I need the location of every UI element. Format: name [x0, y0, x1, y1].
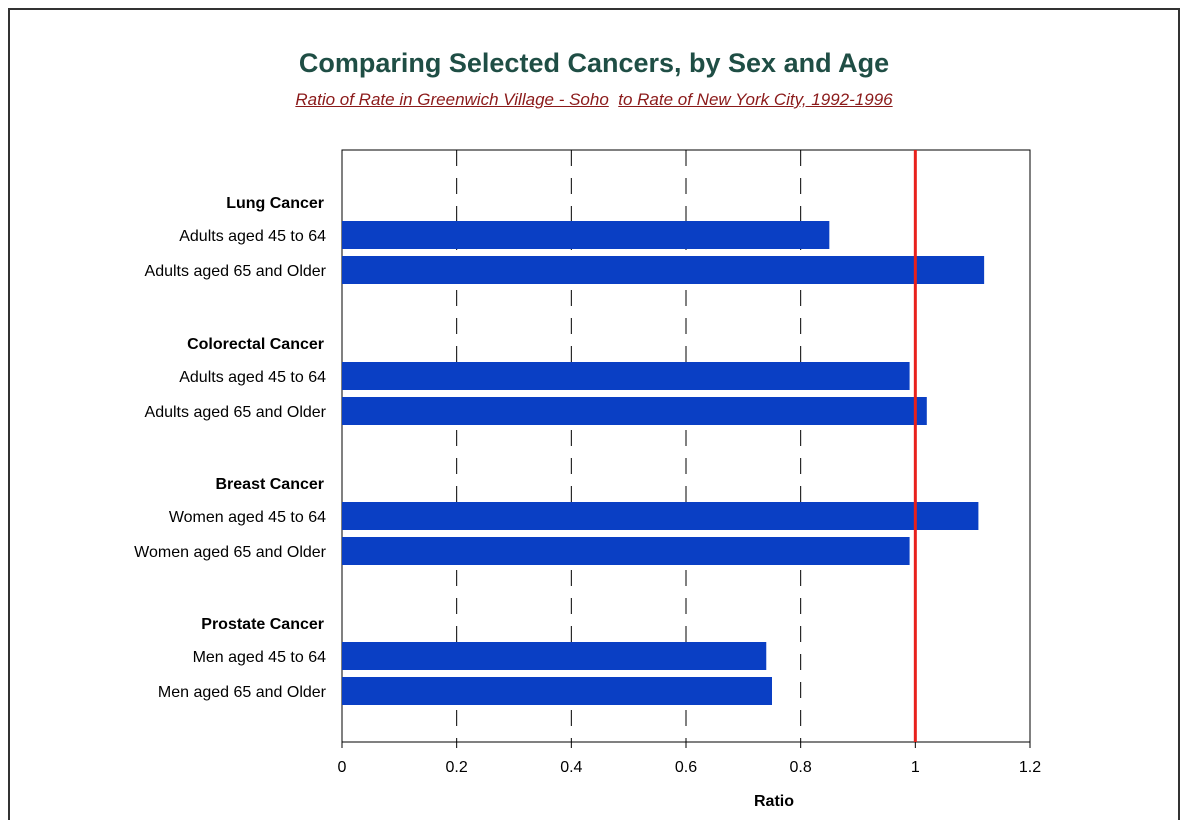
bar [342, 537, 910, 565]
bar [342, 677, 772, 705]
subtitle-part-2: to Rate of New York City, 1992-1996 [618, 90, 893, 109]
x-tick-label: 0.6 [675, 759, 697, 776]
group-label: Breast Cancer [216, 476, 325, 493]
category-label: Adults aged 65 and Older [145, 263, 327, 280]
group-label: Lung Cancer [226, 195, 324, 212]
group-label: Prostate Cancer [201, 616, 324, 633]
bar [342, 221, 830, 249]
x-tick-label: 1 [911, 759, 920, 776]
x-tick-label: 0.8 [790, 759, 812, 776]
bar [342, 642, 767, 670]
bar [342, 502, 979, 530]
x-tick-label: 0.4 [560, 759, 582, 776]
bars [342, 221, 985, 705]
chart-title: Comparing Selected Cancers, by Sex and A… [298, 48, 890, 78]
bar [342, 256, 985, 284]
category-label: Men aged 65 and Older [158, 684, 327, 701]
x-tick-label: 1.2 [1019, 759, 1041, 776]
group-label: Colorectal Cancer [187, 336, 324, 353]
x-tick-label: 0.2 [446, 759, 468, 776]
x-axis-title: Ratio [754, 793, 794, 810]
category-label: Women aged 65 and Older [134, 544, 327, 561]
chart-subtitle: Ratio of Rate in Greenwich Village - Soh… [0, 90, 1188, 110]
category-labels: Lung Cancer Adults aged 45 to 64 Adults ag… [134, 195, 327, 701]
category-label: Men aged 45 to 64 [193, 649, 327, 666]
category-label: Adults aged 45 to 64 [179, 369, 326, 386]
category-label: Adults aged 45 to 64 [179, 228, 326, 245]
bar [342, 362, 910, 390]
x-tick-labels: 0 0.2 0.4 0.6 0.8 1 1.2 [338, 742, 1041, 776]
x-tick-label: 0 [338, 759, 347, 776]
subtitle-part-1: Ratio of Rate in Greenwich Village - Soh… [295, 90, 609, 109]
bar [342, 397, 927, 425]
category-label: Adults aged 65 and Older [145, 404, 327, 421]
category-label: Women aged 45 to 64 [169, 509, 326, 526]
